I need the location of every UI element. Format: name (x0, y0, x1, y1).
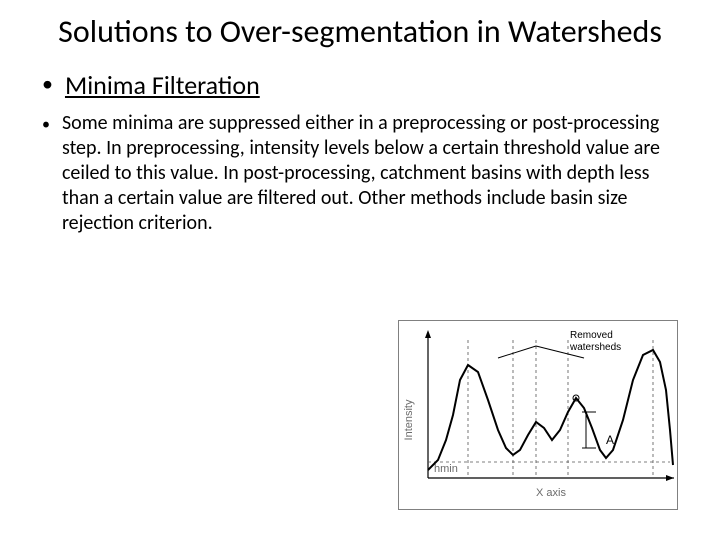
bullet-level-2: • Some minima are suppressed either in a… (36, 111, 684, 236)
bullet-dot: • (42, 114, 50, 136)
svg-text:X axis: X axis (536, 487, 566, 499)
watershed-diagram: hmin Removedwatersheds A Intensity X axis (398, 320, 678, 510)
slide-title: Solutions to Over-segmentation in Waters… (36, 14, 684, 51)
bullet-l2-text: Some minima are suppressed either in a p… (62, 111, 672, 236)
svg-text:Removed: Removed (570, 330, 613, 341)
bullet-level-1: • Minima Filteration (36, 69, 684, 101)
bullet-dot: • (42, 71, 53, 97)
svg-text:watersheds: watersheds (569, 342, 621, 353)
svg-text:A: A (606, 433, 614, 447)
svg-text:hmin: hmin (434, 463, 458, 475)
bullet-l1-text: Minima Filteration (65, 69, 260, 101)
svg-text:Intensity: Intensity (403, 399, 415, 440)
